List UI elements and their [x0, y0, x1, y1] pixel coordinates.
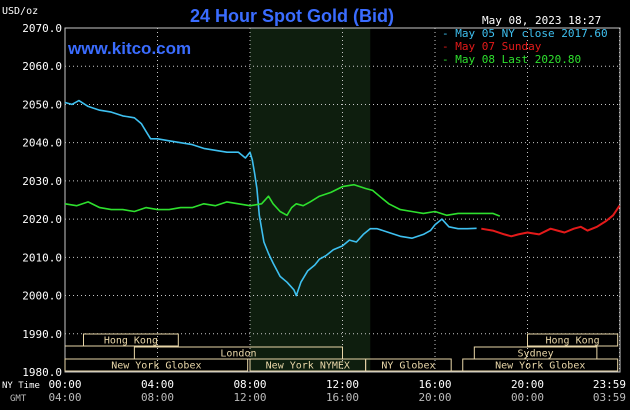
x-tick-label-gmt: 03:59: [593, 391, 626, 404]
x-tick-label-gmt: 12:00: [233, 391, 266, 404]
y-tick-label: 2020.0: [22, 213, 62, 226]
chart-title: 24 Hour Spot Gold (Bid): [190, 6, 394, 26]
x-tick-label-ny: 08:00: [233, 378, 266, 391]
x-tick-label-gmt: 08:00: [141, 391, 174, 404]
y-tick-label: 1990.0: [22, 328, 62, 341]
session-label: New York NYMEX: [266, 361, 350, 372]
y-tick-label: 2060.0: [22, 60, 62, 73]
session-label: Sydney: [518, 349, 554, 360]
x-axis-tick-labels: 00:0004:0004:0008:0008:0012:0012:0016:00…: [48, 378, 626, 404]
y-tick-label: 2030.0: [22, 175, 62, 188]
y-tick-label: 2040.0: [22, 137, 62, 150]
x-tick-label-gmt: 16:00: [326, 391, 359, 404]
session-box: [527, 333, 619, 347]
price-series: [64, 99, 621, 297]
grid-lines: [64, 27, 621, 373]
x-tick-label-ny: 16:00: [418, 378, 451, 391]
legend-entry-may08: - May 08 Last 2020.80: [442, 53, 581, 66]
legend: - May 05 NY close 2017.60 - May 07 Sunda…: [442, 27, 608, 66]
x-tick-label-gmt: 00:00: [511, 391, 544, 404]
y-axis-unit: USD/oz: [2, 6, 38, 17]
chart-date: May 08, 2023 18:27: [482, 14, 601, 27]
x-tick-label-gmt: 20:00: [418, 391, 451, 404]
x-row-label-ny: NY Time: [2, 381, 40, 391]
y-tick-label: 2050.0: [22, 98, 62, 111]
y-tick-label: 2070.0: [22, 22, 62, 35]
x-tick-label-ny: 04:00: [141, 378, 174, 391]
series-line-2: [64, 183, 501, 217]
session-box: [83, 333, 179, 347]
session-label: London: [220, 349, 256, 360]
x-tick-label-ny: 23:59: [593, 378, 626, 391]
session-label: Hong Kong: [546, 336, 600, 347]
legend-entry-may05: - May 05 NY close 2017.60: [442, 27, 608, 40]
x-tick-label-ny: 12:00: [326, 378, 359, 391]
session-label: New York Globex: [111, 361, 201, 372]
y-tick-label: 1980.0: [22, 366, 62, 379]
y-tick-label: 2000.0: [22, 290, 62, 303]
y-tick-label: 2010.0: [22, 251, 62, 264]
website-label: www.kitco.com: [67, 39, 191, 58]
x-tick-label-ny: 20:00: [511, 378, 544, 391]
plot-frame: [64, 27, 621, 373]
series-line-0: [64, 99, 477, 297]
x-row-label-gmt: GMT: [10, 394, 27, 404]
session-label: NY Globex: [381, 361, 435, 372]
x-tick-label-ny: 00:00: [48, 378, 81, 391]
session-label: Hong Kong: [104, 336, 158, 347]
session-label: New York Globex: [495, 361, 585, 372]
y-axis-tick-labels: 1980.0 1990.0 2000.0 2010.0 2020.0 2030.0 2040…: [22, 22, 62, 379]
series-line-1: [481, 205, 621, 238]
legend-entry-may07: - May 07 Sunday: [442, 40, 542, 53]
session-box: [365, 358, 452, 372]
session-box: [64, 358, 249, 372]
shaded-night-region: [250, 28, 371, 372]
x-tick-label-gmt: 04:00: [48, 391, 81, 404]
